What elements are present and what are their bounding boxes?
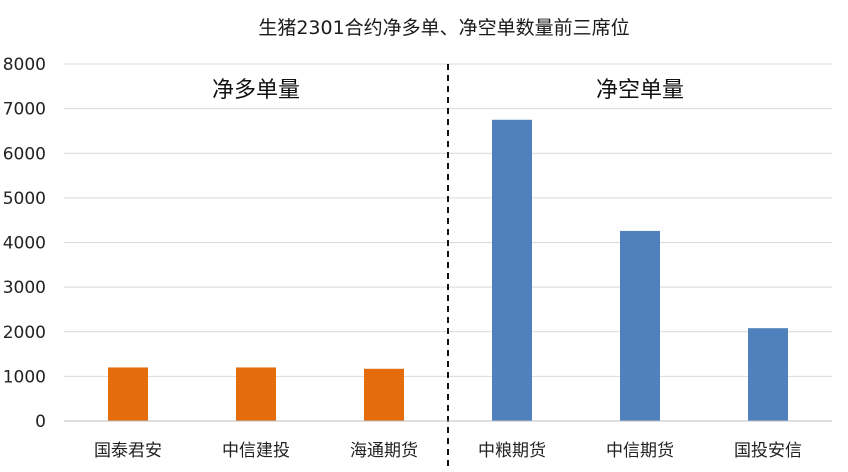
group-labels: 净多单量 净空单量 — [212, 78, 684, 103]
bar — [108, 367, 148, 421]
x-tick-label: 海通期货 — [350, 441, 418, 461]
x-tick-label: 国泰君安 — [94, 441, 162, 461]
y-tick-label: 3000 — [3, 278, 46, 298]
y-tick-label: 6000 — [3, 144, 46, 164]
bar — [492, 119, 532, 421]
bar — [620, 230, 660, 421]
group-label: 净空单量 — [596, 78, 684, 103]
y-tick-label: 2000 — [3, 323, 46, 343]
group-label: 净多单量 — [212, 78, 300, 103]
y-tick-label: 4000 — [3, 234, 46, 254]
y-axis-ticks: 0 1000 2000 3000 4000 5000 6000 7000 8000 — [3, 55, 46, 432]
x-tick-label: 国投安信 — [734, 441, 802, 461]
x-tick-label: 中粮期货 — [478, 441, 546, 461]
x-tick-label: 中信建投 — [222, 441, 290, 461]
bar — [748, 328, 788, 421]
chart-title: 生猪2301合约净多单、净空单数量前三席位 — [258, 17, 629, 39]
bar — [364, 368, 404, 421]
bars — [108, 119, 788, 421]
y-tick-label: 0 — [35, 412, 46, 432]
y-tick-label: 1000 — [3, 367, 46, 387]
y-tick-label: 8000 — [3, 55, 46, 75]
y-tick-label: 5000 — [3, 189, 46, 209]
x-tick-label: 中信期货 — [606, 441, 674, 461]
y-tick-label: 7000 — [3, 100, 46, 120]
x-axis-labels: 国泰君安 中信建投 海通期货 中粮期货 中信期货 国投安信 — [94, 441, 802, 461]
bar — [236, 367, 276, 421]
